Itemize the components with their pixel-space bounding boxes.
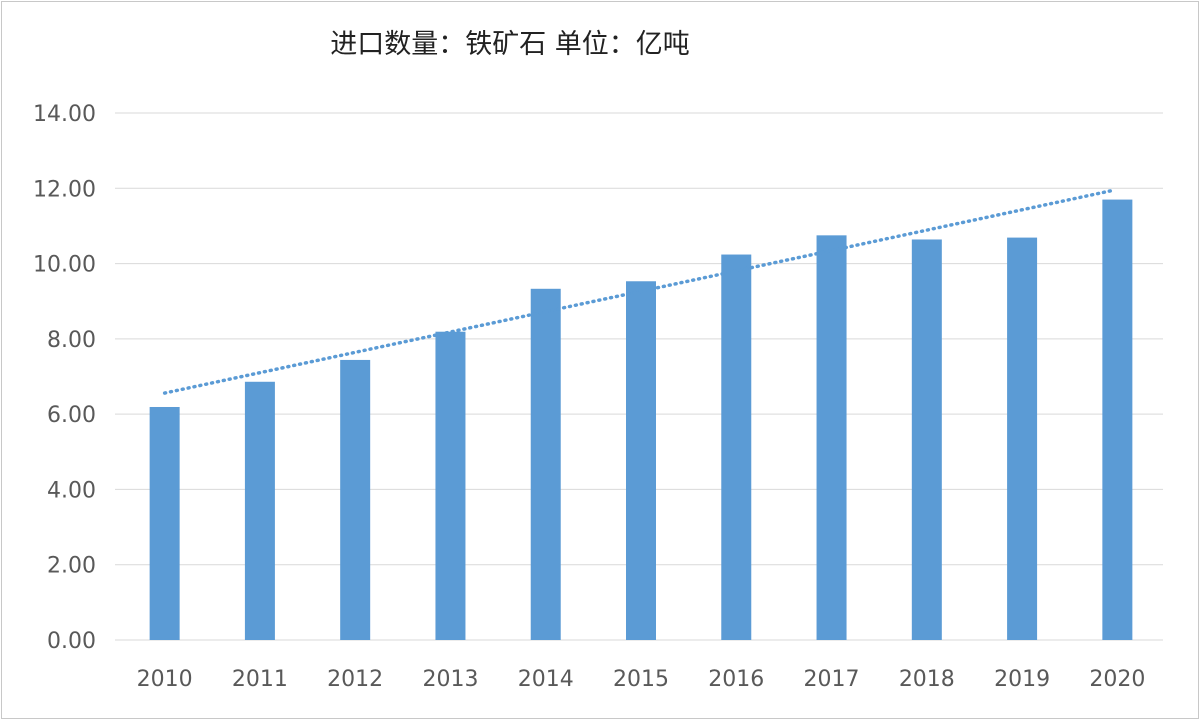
bar-2018 <box>911 239 942 641</box>
y-tick-label: 0.00 <box>47 629 96 654</box>
y-tick-label: 2.00 <box>47 554 96 579</box>
bar-2019 <box>1007 237 1038 641</box>
x-tick-label: 2015 <box>613 667 669 692</box>
bar-2020 <box>1102 199 1133 641</box>
chart-title: 进口数量：铁矿石 单位：亿吨 <box>330 29 690 60</box>
bar-2013 <box>435 331 466 640</box>
x-tick-label: 2014 <box>518 667 574 692</box>
y-tick-label: 10.00 <box>33 253 96 278</box>
x-tick-label: 2016 <box>708 667 764 692</box>
y-tick-label: 8.00 <box>47 328 96 353</box>
trendline <box>162 189 1113 395</box>
x-tick-label: 2013 <box>422 667 478 692</box>
x-tick-label: 2012 <box>327 667 383 692</box>
y-tick-label: 12.00 <box>33 177 96 202</box>
bar-2014 <box>530 288 561 640</box>
bar-2011 <box>244 381 275 640</box>
x-tick-label: 2018 <box>899 667 955 692</box>
x-tick-label: 2019 <box>994 667 1050 692</box>
bar-2016 <box>721 254 752 640</box>
bar-2017 <box>816 235 847 640</box>
bar-2012 <box>340 359 371 640</box>
bar-2015 <box>626 281 656 640</box>
x-tick-label: 2011 <box>232 667 288 692</box>
x-tick-label: 2017 <box>804 667 860 692</box>
y-tick-label: 6.00 <box>47 403 96 428</box>
x-tick-label: 2020 <box>1089 667 1145 692</box>
y-tick-label: 4.00 <box>47 478 96 503</box>
x-tick-label: 2010 <box>137 667 193 692</box>
bar-2010 <box>149 406 180 640</box>
y-tick-label: 14.00 <box>33 102 96 127</box>
